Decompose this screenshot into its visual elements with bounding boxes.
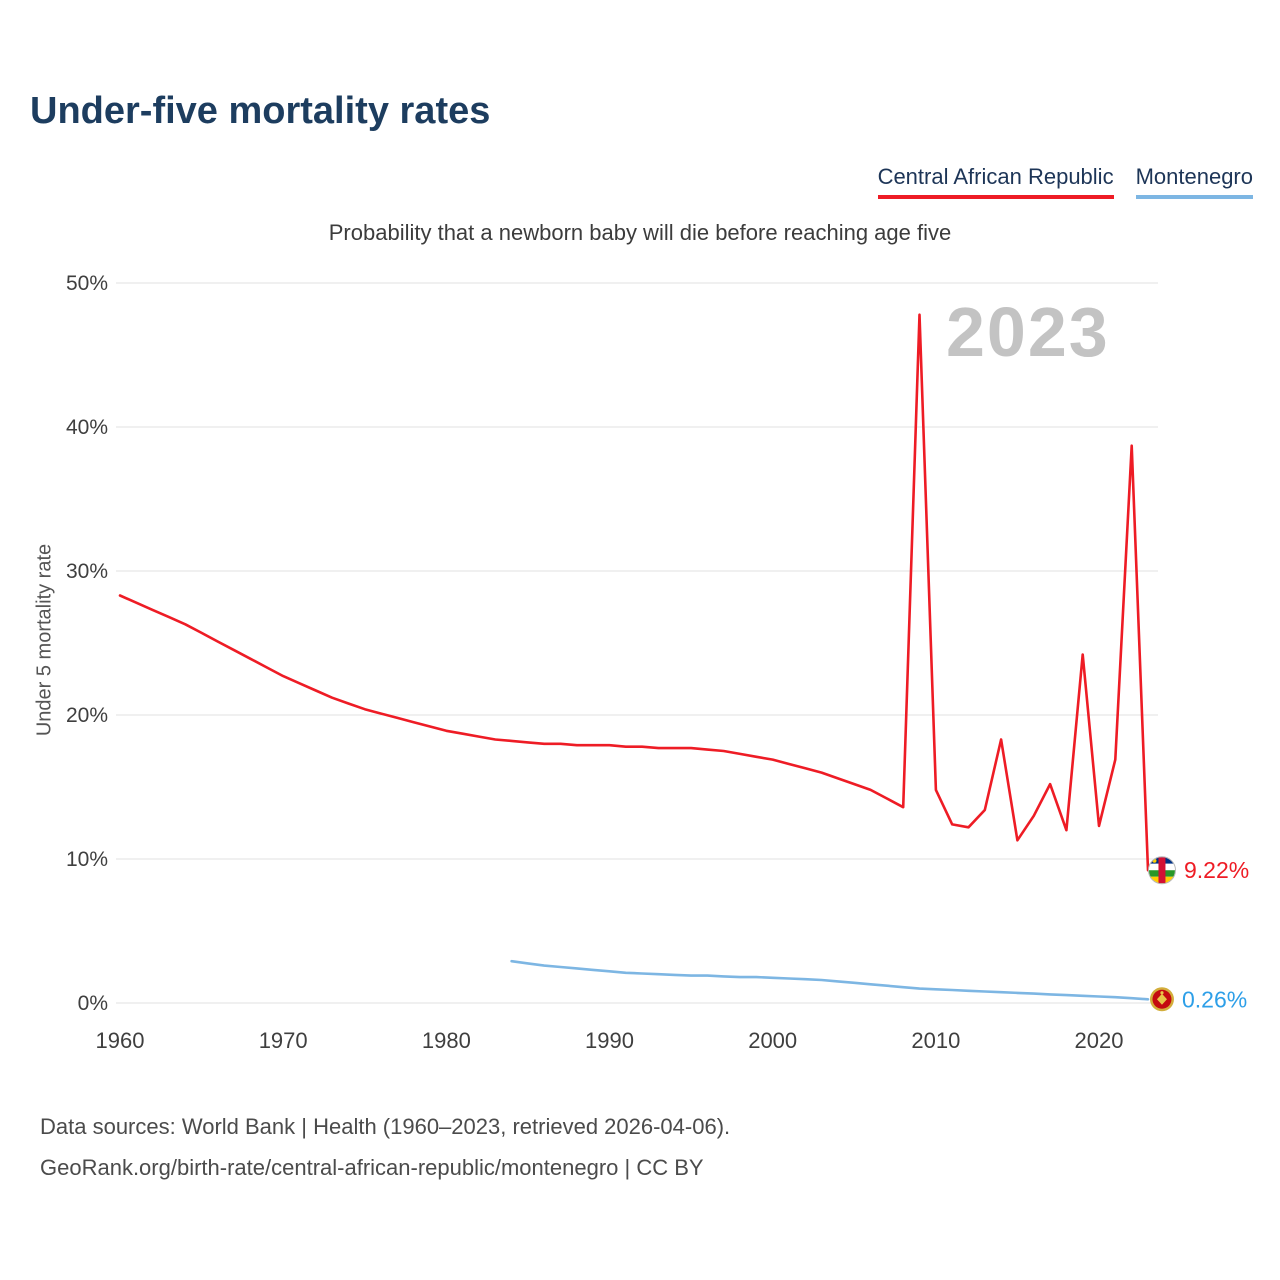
footer-data-sources: Data sources: World Bank | Health (1960–…: [40, 1114, 731, 1139]
y-tick-label: 0%: [78, 992, 108, 1015]
footer-attribution: GeoRank.org/birth-rate/central-african-r…: [40, 1155, 704, 1180]
montenegro-flag-emblem: [1156, 993, 1167, 1005]
chart-subtitle: Probability that a newborn baby will die…: [328, 220, 952, 245]
page-title: Under-five mortality rates: [30, 90, 491, 132]
legend-item-central-african-republic[interactable]: Central African Republic: [877, 164, 1114, 199]
x-tick-label: 2000: [748, 1028, 797, 1053]
legend-item-montenegro[interactable]: Montenegro: [1135, 164, 1253, 199]
car-end-label: 9.22%: [1184, 857, 1249, 883]
series-line-montenegro: [510, 959, 1150, 1001]
y-tick-label: 20%: [66, 704, 108, 727]
x-tick-label: 1980: [422, 1028, 471, 1053]
y-tick-label: 40%: [66, 416, 108, 439]
montenegro-end-label: 0.26%: [1182, 986, 1247, 1012]
x-tick-label: 1970: [259, 1028, 308, 1053]
footer: Data sources: World Bank | Health (1960–…: [40, 1106, 730, 1188]
y-tick-label: 10%: [66, 848, 108, 871]
x-tick-label: 2010: [911, 1028, 960, 1053]
x-tick-label: 1960: [96, 1028, 145, 1053]
legend: Central African Republic Montenegro: [877, 164, 1253, 199]
y-tick-label: 50%: [66, 272, 108, 295]
car-flag-icon: [1148, 857, 1175, 884]
montenegro-flag-icon: [1149, 987, 1174, 1012]
series-line-central-african-republic: [118, 313, 1150, 872]
x-tick-label: 2020: [1075, 1028, 1124, 1053]
x-tick-label: 1990: [585, 1028, 634, 1053]
year-watermark: 2023: [946, 293, 1110, 371]
y-tick-label: 30%: [66, 560, 108, 583]
